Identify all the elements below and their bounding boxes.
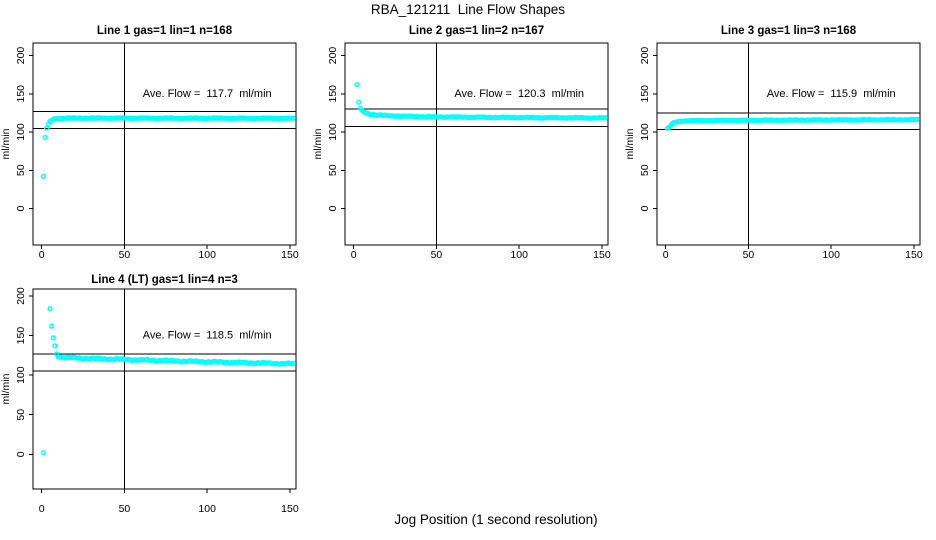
x-tick-label: 0 <box>663 249 669 261</box>
plot-box <box>32 42 297 246</box>
panel-line3-plot: Line 3 gas=1 lin=3 n=168 0 50 100 150 0 50 100 1… <box>624 25 923 261</box>
y-axis-unit-label: ml/min <box>0 373 12 404</box>
y-tick-label: 0 <box>327 205 339 211</box>
y-tick-label: 0 <box>15 451 27 457</box>
y-tick-label: 50 <box>15 409 27 421</box>
y-tick-label: 100 <box>327 123 339 141</box>
panel-line1-plot: Line 1 gas=1 lin=1 n=168 0 50 100 150 0 50 100 1… <box>0 25 299 261</box>
flow-point <box>42 134 48 140</box>
y-tick-label: 0 <box>639 205 651 211</box>
x-tick-label: 50 <box>431 249 443 261</box>
flow-point <box>44 125 50 131</box>
x-tick-label: 100 <box>198 249 216 261</box>
flow-point <box>40 450 46 456</box>
y-tick-label: 100 <box>15 123 27 141</box>
y-tick-label: 200 <box>639 47 651 65</box>
flow-point <box>290 115 296 121</box>
data-points <box>40 306 296 456</box>
y-axis-unit-label: ml/min <box>0 128 12 159</box>
y-tick-label: 50 <box>327 164 339 176</box>
plot-box <box>344 42 609 246</box>
x-tick-label: 0 <box>39 249 45 261</box>
axes: 0 50 100 150 0 50 100 150 200 ml/min <box>312 42 611 261</box>
flow-point <box>52 343 58 349</box>
y-tick-label: 50 <box>639 164 651 176</box>
x-tick-label: 0 <box>351 249 357 261</box>
data-points <box>664 116 920 131</box>
y-tick-label: 200 <box>327 47 339 65</box>
panel-line4-plot: Line 4 (LT) gas=1 lin=4 n=3 0 50 100 150 0 50 1… <box>0 274 299 515</box>
flow-point <box>356 99 362 105</box>
panel-title: Line 1 gas=1 lin=1 n=168 <box>97 25 233 37</box>
y-tick-label: 100 <box>639 123 651 141</box>
ave-flow-annotation: Ave. Flow = 115.9 ml/min <box>767 88 896 100</box>
data-points <box>40 115 296 179</box>
flow-point <box>50 335 56 341</box>
y-tick-label: 50 <box>15 164 27 176</box>
x-tick-label: 50 <box>743 249 755 261</box>
axes: 0 50 100 150 0 50 100 150 200 ml/min <box>0 287 299 515</box>
flow-point <box>914 116 920 122</box>
x-tick-label: 50 <box>119 249 131 261</box>
panel-title: Line 4 (LT) gas=1 lin=4 n=3 <box>91 274 237 286</box>
y-tick-label: 100 <box>15 366 27 384</box>
ave-flow-annotation: Ave. Flow = 117.7 ml/min <box>143 88 272 100</box>
y-tick-label: 150 <box>15 85 27 103</box>
x-tick-label: 150 <box>593 249 611 261</box>
flow-point <box>354 81 360 88</box>
x-tick-label: 100 <box>198 503 216 515</box>
data-points <box>354 81 608 121</box>
ave-flow-annotation: Ave. Flow = 118.5 ml/min <box>143 330 272 342</box>
y-tick-label: 0 <box>15 205 27 211</box>
plot-box <box>32 288 297 490</box>
axes: 0 50 100 150 0 50 100 150 200 ml/min <box>0 42 299 261</box>
x-tick-label: 100 <box>510 249 528 261</box>
ave-flow-annotation: Ave. Flow = 120.3 ml/min <box>454 88 584 100</box>
x-tick-label: 150 <box>281 503 299 515</box>
y-axis-unit-label: ml/min <box>624 128 636 159</box>
flow-point <box>602 114 608 121</box>
flow-point <box>40 173 46 179</box>
flow-point <box>290 360 296 366</box>
y-tick-label: 150 <box>15 327 27 345</box>
x-tick-label: 150 <box>281 249 299 261</box>
y-tick-label: 200 <box>15 287 27 305</box>
x-tick-label: 150 <box>905 249 923 261</box>
panel-line2-plot: Line 2 gas=1 lin=2 n=167 0 50 100 150 0 50 100 1… <box>312 25 611 261</box>
y-tick-label: 150 <box>327 85 339 103</box>
y-tick-label: 150 <box>639 85 651 103</box>
panel-title: Line 3 gas=1 lin=3 n=168 <box>721 25 857 37</box>
plot-box <box>656 42 921 246</box>
y-tick-label: 200 <box>15 47 27 65</box>
x-axis-label: Jog Position (1 second resolution) <box>394 512 598 527</box>
x-tick-label: 100 <box>822 249 840 261</box>
axes: 0 50 100 150 0 50 100 150 200 ml/min <box>624 42 923 261</box>
panel-title: Line 2 gas=1 lin=2 n=167 <box>409 25 544 37</box>
x-tick-label: 50 <box>119 503 131 515</box>
y-axis-unit-label: ml/min <box>312 128 324 159</box>
x-tick-label: 0 <box>39 503 45 515</box>
figure-title: RBA_121211 Line Flow Shapes <box>370 2 566 17</box>
flow-point <box>48 323 55 329</box>
flow-point <box>47 306 53 312</box>
